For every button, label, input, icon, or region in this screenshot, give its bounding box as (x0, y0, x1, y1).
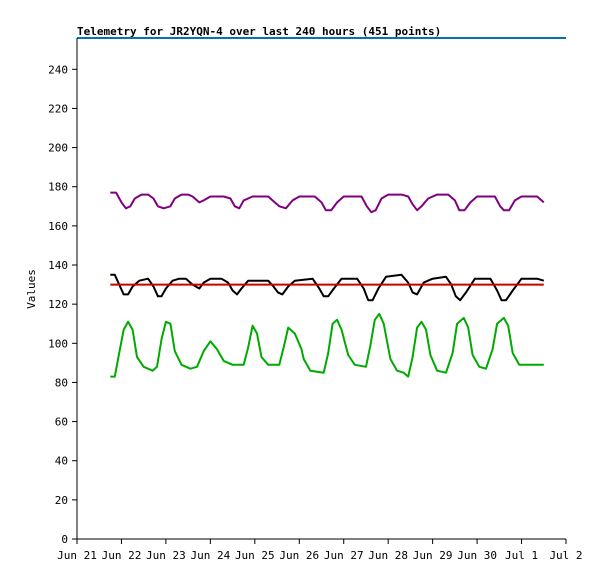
y-tick-label: 240 (48, 63, 68, 76)
chart-title: Telemetry for JR2YQN-4 over last 240 hou… (77, 25, 441, 38)
y-tick-label: 200 (48, 142, 68, 155)
series-layer (110, 191, 545, 378)
y-tick-label: 40 (55, 455, 68, 468)
x-tick-label: Jul 2 (549, 549, 582, 562)
x-tick-label: Jun 28 (368, 549, 408, 562)
x-tick-label: Jun 30 (457, 549, 497, 562)
y-tick-label: 0 (61, 533, 68, 546)
y-tick-label: 120 (48, 298, 68, 311)
x-tick-label: Jun 23 (146, 549, 186, 562)
y-ticks: 0 20 40 60 80 100 120 140 160 180 200 220 240 (48, 63, 77, 546)
x-tick-label: Jun 24 (190, 549, 230, 562)
y-tick-label: 20 (55, 494, 68, 507)
x-tick-label: Jun 27 (324, 549, 364, 562)
x-tick-label: Jul 1 (505, 549, 538, 562)
y-tick-label: 100 (48, 337, 68, 350)
y-tick-label: 140 (48, 259, 68, 272)
x-tick-label: Jun 22 (102, 549, 142, 562)
x-tick-label: Jun 25 (235, 549, 275, 562)
x-tick-label: Jun 29 (413, 549, 453, 562)
y-tick-label: 60 (55, 416, 68, 429)
y-axis-title: Values (25, 269, 38, 309)
axes (76, 38, 566, 540)
y-tick-label: 80 (55, 376, 68, 389)
y-tick-label: 180 (48, 181, 68, 194)
x-ticks: Jun 21 Jun 22 Jun 23 Jun 24 Jun 25 Jun 26 Jun … (57, 539, 583, 562)
y-tick-label: 220 (48, 102, 68, 115)
series-line-1 (110, 191, 545, 214)
series-line-2 (110, 273, 545, 302)
y-tick-label: 160 (48, 220, 68, 233)
series-line-4 (110, 312, 544, 378)
x-tick-label: Jun 26 (279, 549, 319, 562)
x-tick-label: Jun 21 (57, 549, 97, 562)
